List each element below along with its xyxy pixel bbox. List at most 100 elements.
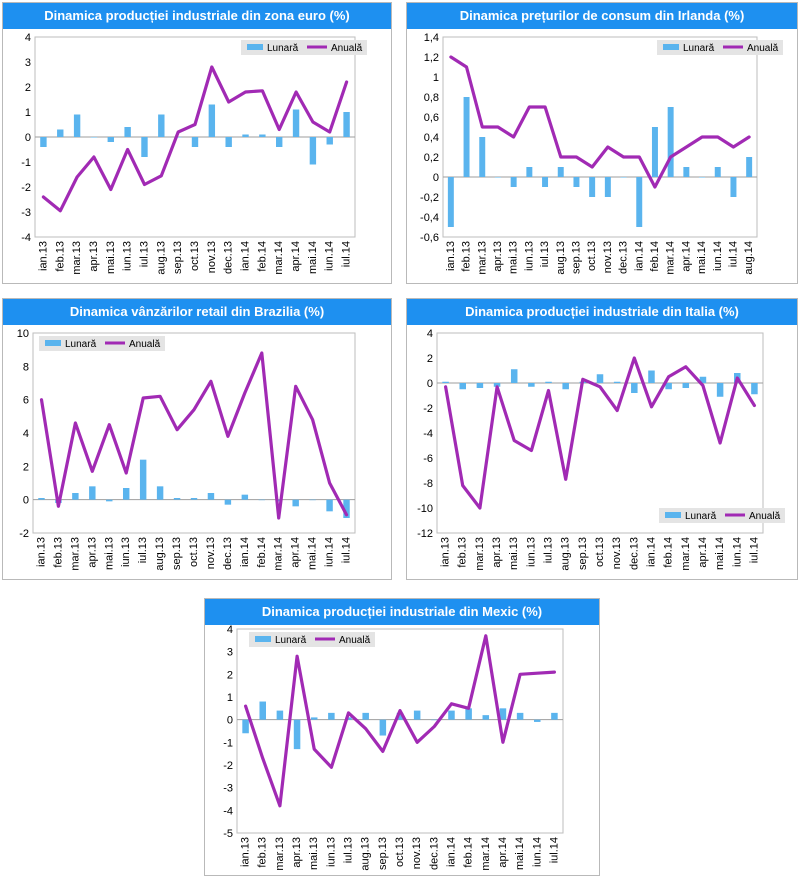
bar-lunara (534, 719, 541, 722)
x-tick-label: apr.13 (86, 537, 98, 568)
legend-label-anuala: Anuală (129, 339, 161, 350)
bar-lunara (191, 137, 199, 147)
bar-lunara (141, 137, 148, 157)
y-tick-label: 0,4 (424, 132, 439, 144)
x-tick-label: nov.13 (411, 837, 423, 869)
x-tick-label: sep.13 (570, 241, 582, 274)
x-tick-label: iun.13 (325, 837, 337, 867)
bar-lunara (510, 369, 518, 383)
y-tick-label: 1 (227, 692, 233, 704)
bar-lunara (156, 486, 164, 500)
legend-box (657, 40, 783, 55)
bar-lunara (190, 498, 198, 500)
bar-lunara (259, 134, 266, 137)
x-tick-label: aug.13 (555, 241, 567, 275)
bar-lunara (259, 701, 266, 720)
line-anuala (449, 55, 751, 189)
x-tick-label: ian.14 (240, 241, 252, 271)
bar-lunara (73, 114, 81, 137)
y-tick-label: 1,4 (424, 32, 439, 44)
legend-label-lunara: Lunară (65, 339, 97, 350)
y-tick-label: 4 (427, 328, 433, 340)
y-tick-label: 4 (227, 624, 233, 636)
x-tick-label: ian.14 (633, 241, 645, 271)
bar-lunara (343, 112, 350, 137)
bar-lunara (379, 719, 387, 736)
x-tick-label: iun.14 (712, 241, 724, 271)
x-tick-label: nov.13 (611, 537, 623, 569)
bar-lunara (516, 712, 524, 720)
y-tick-label: 2 (227, 669, 233, 681)
x-tick-label: iun.14 (324, 537, 336, 567)
bar-lunara (276, 137, 283, 147)
bar-lunara (620, 177, 627, 178)
y-tick-label: 0,2 (424, 152, 439, 164)
x-tick-label: mai.14 (307, 241, 319, 274)
bar-lunara (225, 137, 232, 147)
x-tick-label: iun.13 (122, 241, 134, 271)
x-tick-label: iul.14 (548, 837, 560, 863)
bar-lunara (40, 137, 47, 147)
y-tick-label: -4 (21, 232, 31, 244)
y-tick-label: 2 (23, 461, 29, 473)
x-tick-label: feb.13 (54, 241, 66, 272)
legend-swatch-lunara (247, 44, 263, 50)
x-tick-label: mai.14 (714, 537, 726, 570)
chart-panel-brazil-retail-sales: Dinamica vânzărilor retail din Brazilia … (2, 298, 392, 580)
bar-lunara (465, 708, 472, 720)
x-tick-label: oct.13 (188, 537, 200, 567)
x-tick-label: nov.13 (602, 241, 614, 273)
bar-lunara (241, 494, 249, 500)
x-tick-label: dec.13 (628, 537, 640, 570)
bar-lunara (275, 499, 282, 502)
x-tick-label: iul.14 (341, 241, 353, 267)
bar-lunara (242, 134, 249, 137)
bar-lunara (309, 137, 317, 165)
y-tick-label: 0 (23, 495, 29, 507)
x-tick-label: ian.13 (37, 241, 49, 271)
chart-title: Dinamica vânzărilor retail din Brazilia … (3, 299, 391, 325)
y-tick-label: 0,8 (424, 92, 439, 104)
y-tick-label: -2 (21, 182, 31, 194)
x-tick-label: sep.13 (377, 837, 389, 870)
line-anuala (41, 65, 349, 213)
bar-lunara (699, 177, 706, 178)
bar-lunara (139, 459, 147, 500)
legend-label-anuala: Anuală (331, 43, 363, 54)
bar-lunara (613, 381, 621, 383)
bar-lunara (447, 177, 454, 227)
x-tick-label: iun.13 (120, 537, 132, 567)
bar-lunara (310, 717, 318, 720)
bar-lunara (596, 374, 604, 383)
bar-lunara (442, 381, 449, 383)
y-tick-label: -1 (21, 157, 31, 169)
y-tick-label: 6 (23, 395, 29, 407)
y-tick-label: 4 (25, 32, 31, 44)
plot-area (32, 332, 356, 534)
legend-box (241, 40, 367, 55)
bar-lunara (258, 499, 266, 501)
y-tick-label: -3 (21, 207, 31, 219)
x-tick-label: sep.13 (171, 537, 183, 570)
chart-plot: 4 3 2 1 0 -1 -2 -3 -4 -5 ian.13 feb.13 mar.13 apr.13 m… (223, 624, 564, 871)
y-tick-label: 10 (17, 328, 29, 340)
bar-lunara (124, 127, 131, 137)
bar-lunara (242, 719, 249, 734)
x-tick-label: iun.13 (523, 241, 535, 271)
y-tick-label: 3 (227, 647, 233, 659)
y-tick-label: -8 (423, 478, 433, 490)
bar-lunara (551, 712, 558, 720)
x-tick-label: oct.13 (394, 837, 406, 867)
bar-lunara (276, 710, 284, 720)
chart-title: Dinamica prețurilor de consum din Irland… (407, 3, 797, 29)
bar-lunara (545, 381, 552, 383)
bar-lunara (667, 107, 674, 177)
x-tick-label: apr.14 (697, 537, 709, 568)
y-tick-label: -1 (223, 737, 233, 749)
bar-lunara (326, 137, 333, 145)
x-tick-label: aug.13 (155, 241, 167, 275)
line-anuala (243, 634, 556, 808)
bar-lunara (158, 114, 165, 137)
x-tick-label: nov.13 (206, 241, 218, 273)
x-tick-label: feb.14 (649, 241, 661, 272)
